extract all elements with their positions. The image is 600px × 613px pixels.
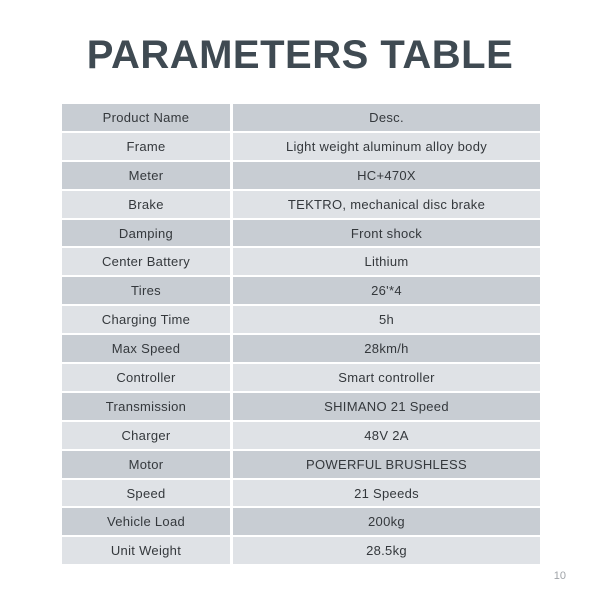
param-value-cell: 200kg: [233, 508, 540, 536]
param-name-cell: Controller: [62, 364, 230, 391]
param-name-cell: Frame: [62, 132, 230, 160]
param-name-cell: Brake: [62, 190, 230, 218]
table-row: Motor POWERFUL BRUSHLESS: [62, 450, 540, 478]
param-name-cell: Center Battery: [62, 248, 230, 276]
param-name-cell: Charging Time: [62, 306, 230, 334]
table-row: Damping Front shock: [62, 219, 540, 247]
param-value-cell: 21 Speeds: [233, 479, 540, 507]
param-name-cell: Max Speed: [62, 335, 230, 363]
table-row: Charging Time 5h: [62, 306, 540, 334]
param-value-cell: HC+470X: [233, 161, 540, 189]
table-row: Speed 21 Speeds: [62, 479, 540, 507]
param-name-cell: Motor: [62, 450, 230, 478]
param-value-cell: Smart controller: [233, 364, 540, 391]
table-row: Meter HC+470X: [62, 161, 540, 189]
param-name-cell: Meter: [62, 161, 230, 189]
table-row: Unit Weight 28.5kg: [62, 537, 540, 565]
table-row: Brake TEKTRO, mechanical disc brake: [62, 190, 540, 218]
page-number: 10: [553, 570, 566, 582]
param-value-cell: Lithium: [233, 248, 540, 276]
param-value-cell: 28km/h: [233, 335, 540, 363]
table-header-row: Product Name Desc.: [62, 104, 540, 131]
param-value-cell: 26'*4: [233, 277, 540, 305]
param-value-cell: SHIMANO 21 Speed: [233, 392, 540, 420]
param-value-cell: 48V 2A: [233, 421, 540, 449]
table-row: Frame Light weight aluminum alloy body: [62, 132, 540, 160]
param-value-cell: TEKTRO, mechanical disc brake: [233, 190, 540, 218]
param-value-cell: Desc.: [233, 104, 540, 131]
parameters-table: Product Name Desc. Frame Light weight alumi…: [62, 104, 540, 565]
table-row: Tires 26'*4: [62, 277, 540, 305]
table-row: Charger 48V 2A: [62, 421, 540, 449]
param-name-cell: Tires: [62, 277, 230, 305]
param-name-cell: Damping: [62, 219, 230, 247]
param-value-cell: Front shock: [233, 219, 540, 247]
table-row: Vehicle Load 200kg: [62, 508, 540, 536]
param-name-cell: Vehicle Load: [62, 508, 230, 536]
param-name-cell: Transmission: [62, 392, 230, 420]
page-title: PARAMETERS TABLE: [86, 33, 514, 77]
param-value-cell: 28.5kg: [233, 537, 540, 565]
param-value-cell: 5h: [233, 306, 540, 334]
table-row: Max Speed 28km/h: [62, 335, 540, 363]
param-name-cell: Product Name: [62, 104, 230, 131]
table-row: Center Battery Lithium: [62, 248, 540, 276]
param-name-cell: Unit Weight: [62, 537, 230, 565]
param-name-cell: Charger: [62, 421, 230, 449]
table-row: Controller Smart controller: [62, 364, 540, 391]
param-value-cell: Light weight aluminum alloy body: [233, 132, 540, 160]
table-row: Transmission SHIMANO 21 Speed: [62, 392, 540, 420]
param-value-cell: POWERFUL BRUSHLESS: [233, 450, 540, 478]
param-name-cell: Speed: [62, 479, 230, 507]
